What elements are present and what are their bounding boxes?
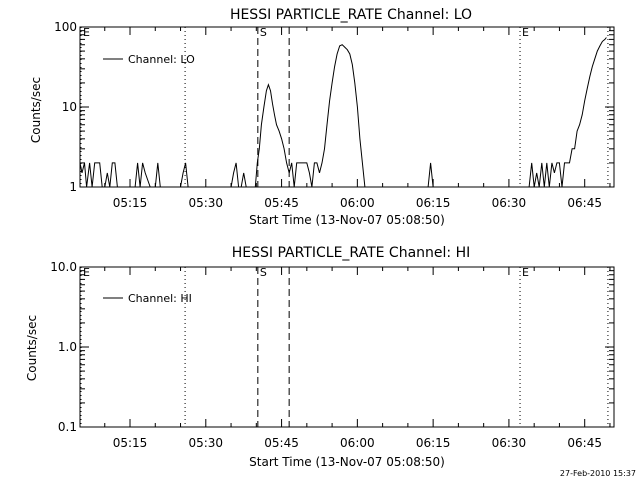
legend-label: Channel: LO [128, 53, 195, 66]
marker-label: E [83, 26, 90, 39]
y-axis-label: Counts/sec [29, 77, 43, 143]
y-axis-label: Counts/sec [25, 315, 39, 381]
marker-label: S [260, 266, 267, 279]
y-tick-label: 10.0 [50, 260, 77, 274]
x-tick-label: 06:15 [416, 436, 451, 450]
y-tick-label: 0.1 [58, 420, 77, 434]
series-line [79, 37, 607, 188]
panel-lo: HESSI PARTICLE_RATE Channel: LO Counts/s… [29, 7, 615, 227]
chart-title: HESSI PARTICLE_RATE Channel: LO [230, 7, 472, 23]
y-tick-label: 100 [54, 20, 77, 34]
x-tick-label: 06:30 [492, 436, 527, 450]
x-tick-label: 05:45 [264, 196, 299, 210]
x-tick-label: 05:15 [113, 436, 148, 450]
timestamp-stamp: 27-Feb-2010 15:37 [560, 469, 636, 478]
x-tick-label: 06:00 [340, 196, 375, 210]
marker-label: E [522, 26, 529, 39]
y-tick-label: 1 [69, 180, 77, 194]
x-tick-label: 05:30 [188, 196, 223, 210]
plot-frame [79, 26, 615, 188]
x-tick-label: 06:30 [492, 196, 527, 210]
chart-title: HESSI PARTICLE_RATE Channel: HI [232, 245, 470, 261]
legend: Channel: LO [103, 53, 195, 66]
x-tick-label: 06:45 [567, 196, 602, 210]
legend: Channel: HI [103, 292, 192, 305]
x-tick-label: 06:45 [567, 436, 602, 450]
marker-label: E [83, 266, 90, 279]
x-tick-label: 05:15 [113, 196, 148, 210]
y-tick-label: 10 [62, 100, 77, 114]
x-axis-label: Start Time (13-Nov-07 05:08:50) [249, 213, 445, 227]
panel-hi: HESSI PARTICLE_RATE Channel: HI Counts/s… [25, 245, 615, 469]
marker-label: S [260, 26, 267, 39]
x-tick-label: 06:00 [340, 436, 375, 450]
x-tick-label: 05:45 [264, 436, 299, 450]
x-tick-label: 05:30 [188, 436, 223, 450]
plot-frame [79, 266, 615, 428]
x-axis-label: Start Time (13-Nov-07 05:08:50) [249, 455, 445, 469]
marker-label: E [522, 266, 529, 279]
x-tick-label: 06:15 [416, 196, 451, 210]
y-tick-label: 1.0 [58, 340, 77, 354]
legend-label: Channel: HI [128, 292, 192, 305]
